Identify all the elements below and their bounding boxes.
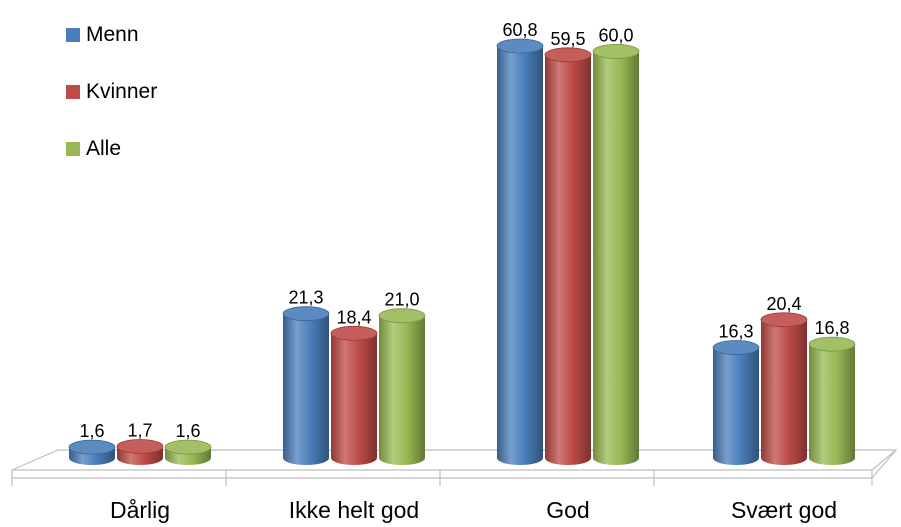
bar (378, 308, 426, 465)
legend-item-alle: Alle (66, 120, 157, 177)
bar (282, 306, 330, 465)
data-label: 1,6 (79, 421, 104, 441)
legend-swatch-kvinner (66, 84, 80, 99)
data-label: 1,7 (127, 420, 152, 440)
data-label: 20,4 (766, 294, 801, 314)
x-tick-label: Svært god (731, 497, 837, 523)
x-tick-label: Dårlig (110, 497, 170, 523)
legend-swatch-alle (66, 141, 80, 156)
legend-label-kvinner: Kvinner (86, 79, 158, 103)
legend-swatch-menn (66, 27, 80, 42)
x-tick-label: Ikke helt god (289, 497, 419, 523)
bar (496, 38, 544, 465)
data-label: 18,4 (336, 307, 371, 327)
legend-label-menn: Menn (86, 22, 139, 46)
data-label: 21,3 (288, 288, 323, 308)
chart-legend: Menn Kvinner Alle (66, 6, 157, 177)
bar (808, 336, 856, 465)
bar (116, 439, 164, 465)
bar (712, 340, 760, 465)
data-label: 1,6 (175, 421, 200, 441)
bar (760, 312, 808, 465)
data-label: 21,0 (384, 290, 419, 310)
legend-item-kvinner: Kvinner (66, 63, 157, 120)
data-label: 16,3 (718, 322, 753, 342)
legend-item-menn: Menn (66, 6, 157, 63)
data-label: 16,8 (814, 318, 849, 338)
legend-label-alle: Alle (86, 136, 122, 160)
data-label: 59,5 (550, 29, 585, 49)
data-label: 60,8 (502, 20, 537, 40)
x-tick-label: God (546, 497, 589, 523)
bar (68, 439, 116, 465)
bar (592, 44, 640, 465)
bar (544, 47, 592, 466)
data-label: 60,0 (598, 25, 633, 45)
bar (164, 439, 212, 465)
bar (330, 325, 378, 465)
